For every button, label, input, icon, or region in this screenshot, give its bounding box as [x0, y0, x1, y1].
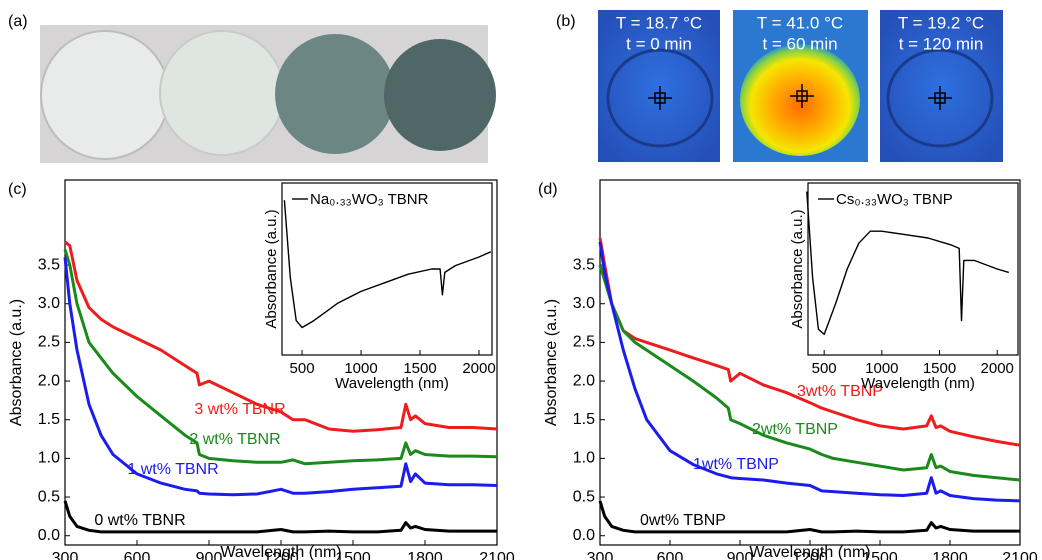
thermal-time: t = 60 min — [762, 34, 837, 53]
series-label: 0wt% TBNP — [640, 512, 726, 529]
thermal-temperature: T = 19.2 °C — [898, 13, 984, 32]
y-tick-label: 2.5 — [573, 334, 595, 351]
x-tick-label: 900 — [196, 550, 223, 560]
y-tick-label: 1.0 — [573, 450, 595, 467]
panel-label: (a) — [8, 13, 28, 30]
photo — [40, 25, 496, 163]
x-tick-label: 500 — [812, 360, 837, 377]
y-tick-label: 0.0 — [38, 527, 60, 544]
x-axis-label: Wavelength (nm) — [220, 544, 341, 560]
x-tick-label: 2100 — [1002, 550, 1038, 560]
inset-frame — [282, 183, 492, 355]
x-axis-label: Wavelength (nm) — [749, 544, 870, 560]
x-tick-label: 300 — [587, 550, 614, 560]
x-tick-label: 2100 — [479, 550, 515, 560]
series-label: 3 wt% TBNR — [194, 401, 285, 418]
y-tick-label: 3.5 — [573, 256, 595, 273]
x-axis-label: Wavelength (nm) — [861, 375, 975, 392]
x-tick-label: 2000 — [462, 360, 495, 377]
x-axis-label: Wavelength (nm) — [335, 375, 449, 392]
legend-label: Cs₀.₃₃WO₃ TBNP — [836, 191, 953, 208]
panel-label: (d) — [538, 181, 558, 198]
y-tick-label: 2.5 — [38, 334, 60, 351]
y-axis-label: Absorbance (a.u.) — [8, 299, 25, 426]
x-tick-label: 600 — [124, 550, 151, 560]
thermal-time: t = 0 min — [626, 34, 692, 53]
series-label: 2wt% TBNP — [752, 421, 838, 438]
figure: (a) (b) (c) (d) T = 18.7 °C t = 0 min T … — [0, 0, 1042, 560]
y-tick-label: 3.5 — [38, 256, 60, 273]
y-tick-label: 0.5 — [38, 488, 60, 505]
y-tick-label: 3.0 — [38, 295, 60, 312]
y-axis-label: Absorbance (a.u.) — [263, 209, 280, 328]
y-tick-label: 2.0 — [38, 372, 60, 389]
y-tick-label: 1.5 — [573, 411, 595, 428]
x-tick-label: 500 — [290, 360, 315, 377]
y-tick-label: 0.5 — [573, 488, 595, 505]
y-tick-label: 0.0 — [573, 527, 595, 544]
x-tick-label: 1800 — [932, 550, 968, 560]
panel-label: (b) — [556, 13, 576, 30]
series-label: 0 wt% TBNR — [94, 512, 185, 529]
y-axis-label: Absorbance (a.u.) — [543, 299, 560, 426]
inset-frame — [808, 183, 1018, 355]
thermal-temperature: T = 41.0 °C — [757, 13, 843, 32]
y-tick-label: 1.0 — [38, 450, 60, 467]
x-tick-label: 2000 — [981, 360, 1014, 377]
series-label: 1 wt% TBNR — [127, 461, 218, 478]
x-tick-label: 300 — [52, 550, 79, 560]
series-label: 1wt% TBNP — [693, 456, 779, 473]
thermal-time: t = 120 min — [899, 34, 984, 53]
x-tick-label: 1800 — [407, 550, 443, 560]
series-label: 2 wt% TBNR — [189, 431, 280, 448]
y-tick-label: 2.0 — [573, 372, 595, 389]
y-tick-label: 1.5 — [38, 411, 60, 428]
y-axis-label: Absorbance (a.u.) — [789, 209, 806, 328]
thermal-temperature: T = 18.7 °C — [616, 13, 702, 32]
x-tick-label: 600 — [657, 550, 684, 560]
thermal-images — [598, 10, 1003, 162]
panel-label: (c) — [8, 181, 27, 198]
legend-label: Na₀.₃₃WO₃ TBNR — [310, 191, 429, 208]
y-tick-label: 3.0 — [573, 295, 595, 312]
